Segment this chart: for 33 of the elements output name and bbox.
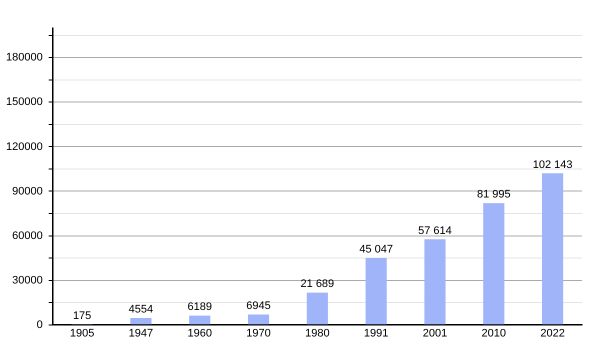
data-label: 21 689 bbox=[300, 278, 334, 290]
bar bbox=[189, 316, 210, 324]
y-tick-label: 0 bbox=[36, 318, 43, 331]
bar bbox=[248, 314, 270, 324]
data-label: 4554 bbox=[128, 304, 154, 316]
y-tick-label: 180000 bbox=[6, 52, 43, 64]
bar bbox=[130, 318, 152, 324]
bar bbox=[424, 239, 446, 324]
x-tick-label: 2001 bbox=[422, 327, 448, 340]
x-tick-label: 1960 bbox=[187, 327, 212, 340]
data-label: 175 bbox=[72, 310, 92, 322]
x-tick-label: 1991 bbox=[364, 327, 388, 340]
data-label: 6189 bbox=[187, 301, 212, 314]
y-tick-label: 120000 bbox=[6, 140, 43, 153]
x-tick-label: 2022 bbox=[540, 327, 565, 340]
x-tick-label: 1970 bbox=[246, 327, 271, 340]
x-tick-label: 1905 bbox=[70, 327, 94, 340]
y-tick-label: 90000 bbox=[12, 185, 43, 198]
x-tick-label: 1980 bbox=[305, 327, 330, 340]
data-label: 57 614 bbox=[418, 224, 452, 237]
data-label: 81 995 bbox=[476, 188, 511, 201]
data-label: 6945 bbox=[246, 300, 271, 312]
y-tick-label: 150000 bbox=[6, 96, 43, 108]
x-tick-label: 1947 bbox=[128, 327, 154, 340]
data-label: 45 047 bbox=[359, 243, 393, 256]
x-tick-label: 2010 bbox=[482, 327, 506, 340]
bar bbox=[366, 258, 387, 324]
data-label: 102 143 bbox=[532, 158, 572, 171]
bar bbox=[306, 292, 328, 324]
y-tick-label: 60000 bbox=[12, 230, 43, 242]
bar bbox=[542, 173, 564, 324]
y-tick-label: 30000 bbox=[12, 274, 43, 286]
bar bbox=[483, 203, 504, 324]
